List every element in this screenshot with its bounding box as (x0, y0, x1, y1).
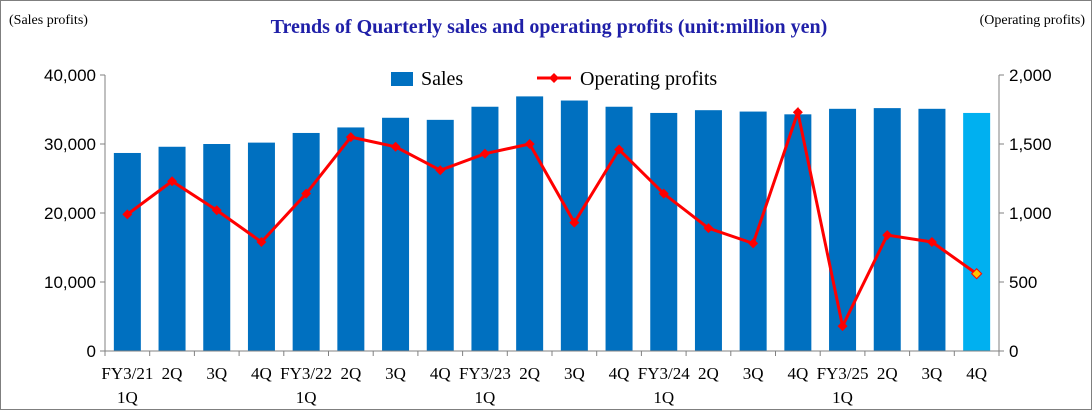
right-tick-label: 1,500 (1009, 135, 1052, 154)
legend-sales-swatch (391, 72, 413, 86)
operating-profit-point (524, 139, 535, 149)
x-tick-label: 1Q (117, 388, 138, 407)
x-tick-label: FY3/22 (280, 364, 332, 383)
x-tick-label: FY3/24 (638, 364, 690, 383)
operating-profit-point (614, 144, 625, 155)
sales-bar (203, 144, 231, 351)
sales-bar (963, 112, 991, 351)
chart-title: Trends of Quarterly sales and operating … (271, 16, 828, 38)
x-tick-label: 3Q (743, 364, 764, 383)
right-tick-label: 1,000 (1009, 204, 1052, 223)
x-tick-label: 2Q (698, 364, 719, 383)
operating-profit-point (301, 188, 312, 199)
x-tick-label: 2Q (162, 364, 183, 383)
x-tick-label: 2Q (340, 364, 361, 383)
sales-bar (113, 152, 141, 351)
operating-profit-point (569, 217, 580, 228)
x-tick-label: 2Q (519, 364, 540, 383)
operating-profit-point (122, 209, 133, 220)
operating-profit-point (837, 321, 848, 332)
operating-profit-point (390, 141, 401, 152)
operating-profit-point (703, 223, 714, 234)
left-tick-label: 10,000 (44, 273, 96, 292)
right-axis-label: (Operating profits) (980, 13, 1086, 28)
x-tick-label: 3Q (922, 364, 943, 383)
sales-bar (337, 127, 365, 351)
legend-sales-label: Sales (421, 68, 463, 90)
sales-bar (829, 108, 857, 351)
x-axis-labels: FY3/21 1Q 2Q 3Q 4Q FY3/22 1Q 2Q 3Q 4Q FY3/23 1Q 2Q 3Q… (101, 364, 987, 407)
operating-profit-point (345, 132, 356, 143)
operating-profit-line (122, 106, 983, 332)
x-tick-label: FY3/21 (101, 364, 153, 383)
operating-profit-point (748, 238, 759, 249)
legend: Sales Operating profits (391, 68, 717, 90)
legend-profit-marker (549, 73, 559, 83)
right-tick-label: 500 (1009, 273, 1037, 292)
sales-bar (650, 112, 678, 351)
left-tick-label: 30,000 (44, 135, 96, 154)
sales-bar (605, 106, 633, 352)
operating-profit-point (792, 107, 803, 118)
x-tick-label: 3Q (564, 364, 585, 383)
operating-profit-point (256, 236, 267, 247)
sales-bar (739, 111, 767, 351)
sales-bar (382, 117, 410, 351)
left-tick-label: 0 (87, 342, 96, 361)
right-tick-label: 0 (1009, 342, 1018, 361)
operating-profit-point (211, 205, 222, 216)
left-tick-label: 40,000 (44, 66, 96, 85)
operating-profit-polyline (126, 106, 978, 331)
operating-profit-point (926, 236, 937, 247)
x-tick-label: 4Q (966, 364, 987, 383)
x-tick-label: 1Q (653, 388, 674, 407)
x-tick-label: 1Q (832, 388, 853, 407)
sales-bar (918, 108, 946, 351)
x-tick-label: 2Q (877, 364, 898, 383)
operating-profit-point (658, 188, 669, 199)
operating-profit-point (882, 230, 893, 241)
sales-bar (784, 114, 812, 351)
x-tick-label: FY3/23 (459, 364, 511, 383)
right-tick-label: 2,000 (1009, 66, 1052, 85)
left-tick-label: 20,000 (44, 204, 96, 223)
x-tick-label: 4Q (251, 364, 272, 383)
legend-profit-label: Operating profits (580, 68, 717, 90)
axes: 0 10,000 20,000 30,000 40,000 0 500 1,000 1,500 2… (44, 66, 1052, 361)
x-tick-label: 3Q (206, 364, 227, 383)
sales-bar (426, 119, 454, 351)
sales-bar (873, 108, 901, 352)
sales-bars (113, 96, 991, 352)
operating-profit-point (167, 176, 178, 187)
x-tick-label: 4Q (787, 364, 808, 383)
x-tick-label: FY3/25 (817, 364, 869, 383)
operating-profit-point (435, 165, 446, 176)
operating-profit-point (970, 268, 983, 280)
x-tick-label: 4Q (609, 364, 630, 383)
sales-bar (516, 96, 544, 351)
x-tick-label: 3Q (385, 364, 406, 383)
sales-bar (292, 132, 320, 351)
left-axis-label: (Sales profits) (9, 13, 88, 28)
x-tick-label: 1Q (296, 388, 317, 407)
sales-bar (471, 106, 499, 352)
operating-profit-point (479, 148, 490, 159)
x-tick-label: 4Q (430, 364, 451, 383)
x-tick-label: 1Q (475, 388, 496, 407)
